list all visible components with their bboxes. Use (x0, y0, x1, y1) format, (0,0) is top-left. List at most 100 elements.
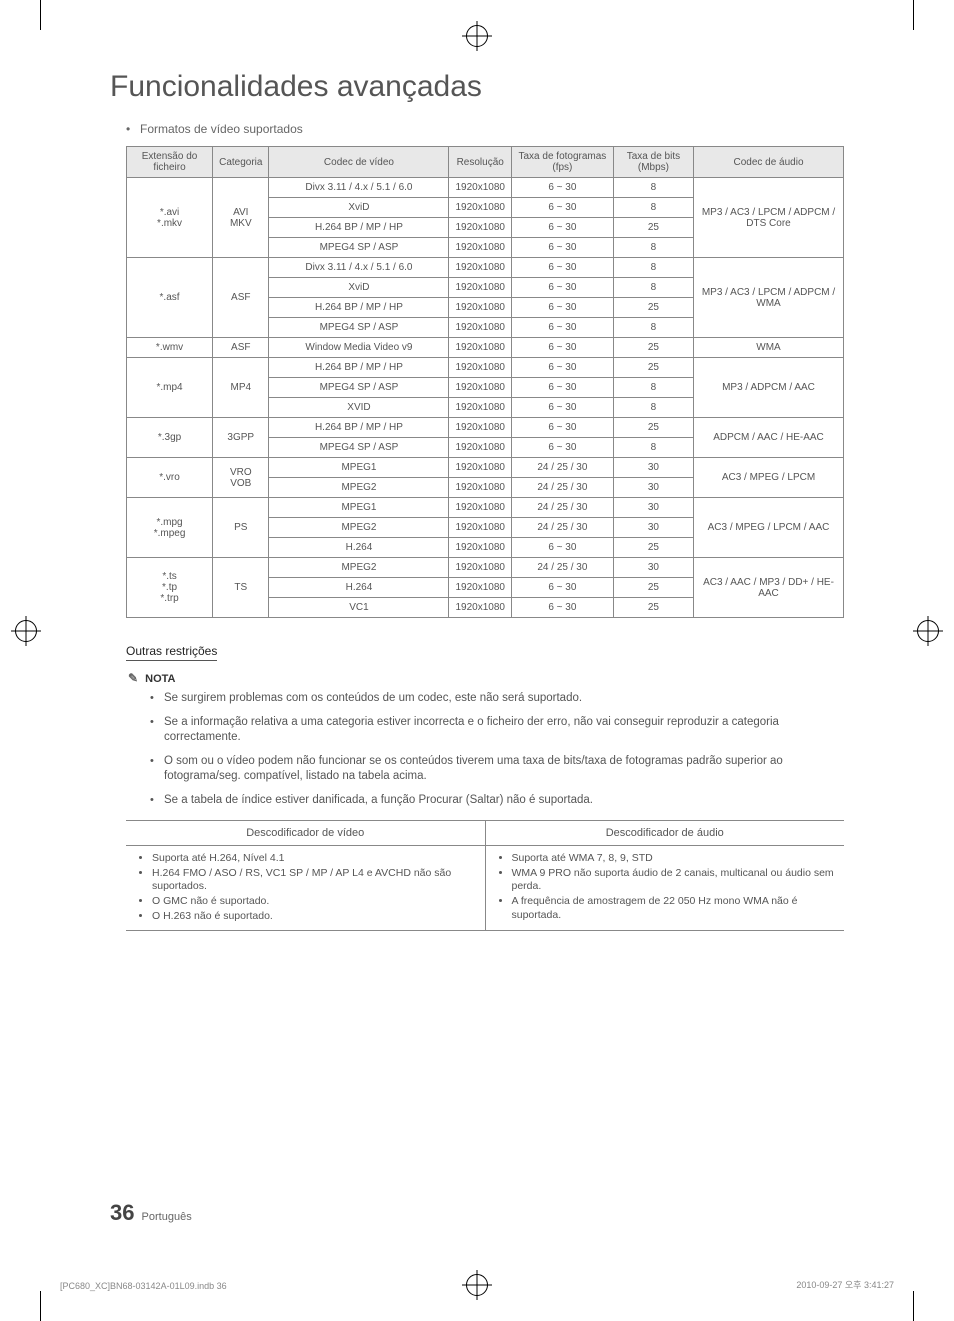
cell-ext: *.wmv (127, 338, 213, 358)
cell-ext: *.mp4 (127, 358, 213, 418)
cell-br: 30 (613, 458, 693, 478)
footer-left: [PC680_XC]BN68-03142A-01L09.indb 36 (60, 1281, 227, 1291)
cell-fps: 6 ~ 30 (511, 198, 613, 218)
cell-br: 8 (613, 178, 693, 198)
table-row: *.mpg *.mpegPSMPEG11920x108024 / 25 / 30… (127, 498, 844, 518)
cell-cat: MP4 (213, 358, 269, 418)
cell-res: 1920x1080 (449, 198, 512, 218)
cell-vcodec: H.264 BP / MP / HP (269, 358, 449, 378)
cell-br: 8 (613, 278, 693, 298)
cell-fps: 6 ~ 30 (511, 438, 613, 458)
cell-res: 1920x1080 (449, 458, 512, 478)
cell-fps: 24 / 25 / 30 (511, 498, 613, 518)
cell-br: 8 (613, 318, 693, 338)
col-bitrate: Taxa de bits (Mbps) (613, 147, 693, 178)
col-fps: Taxa de fotogramas (fps) (511, 147, 613, 178)
cell-cat: TS (213, 558, 269, 618)
cell-res: 1920x1080 (449, 238, 512, 258)
cell-fps: 6 ~ 30 (511, 398, 613, 418)
cell-acodec: MP3 / ADPCM / AAC (694, 358, 844, 418)
cell-vcodec: Window Media Video v9 (269, 338, 449, 358)
cell-fps: 6 ~ 30 (511, 318, 613, 338)
cell-acodec: WMA (694, 338, 844, 358)
cell-vcodec: H.264 (269, 578, 449, 598)
cell-res: 1920x1080 (449, 318, 512, 338)
nota-label: ✎ NOTA (128, 671, 844, 685)
cell-cat: PS (213, 498, 269, 558)
cell-fps: 6 ~ 30 (511, 358, 613, 378)
col-acodec: Codec de áudio (694, 147, 844, 178)
cell-acodec: AC3 / MPEG / LPCM (694, 458, 844, 498)
cell-ext: *.3gp (127, 418, 213, 458)
cell-fps: 6 ~ 30 (511, 258, 613, 278)
cell-br: 8 (613, 198, 693, 218)
footer-right: 2010-09-27 오후 3:41:27 (796, 1278, 894, 1291)
cell-fps: 6 ~ 30 (511, 298, 613, 318)
cell-br: 25 (613, 578, 693, 598)
cell-res: 1920x1080 (449, 358, 512, 378)
cell-res: 1920x1080 (449, 538, 512, 558)
cell-fps: 6 ~ 30 (511, 418, 613, 438)
cell-br: 8 (613, 398, 693, 418)
col-cat: Categoria (213, 147, 269, 178)
cell-cat: ASF (213, 338, 269, 358)
video-decoder-item: Suporta até H.264, Nível 4.1 (152, 852, 475, 866)
cell-res: 1920x1080 (449, 218, 512, 238)
cell-vcodec: MPEG1 (269, 458, 449, 478)
cell-res: 1920x1080 (449, 258, 512, 278)
cell-vcodec: H.264 (269, 538, 449, 558)
cell-br: 8 (613, 238, 693, 258)
table-header-row: Extensão do ficheiro Categoria Codec de … (127, 147, 844, 178)
cell-vcodec: MPEG2 (269, 558, 449, 578)
cell-fps: 6 ~ 30 (511, 578, 613, 598)
cell-vcodec: Divx 3.11 / 4.x / 5.1 / 6.0 (269, 178, 449, 198)
cell-br: 30 (613, 498, 693, 518)
cell-br: 30 (613, 478, 693, 498)
cell-vcodec: Divx 3.11 / 4.x / 5.1 / 6.0 (269, 258, 449, 278)
cell-br: 8 (613, 258, 693, 278)
cell-res: 1920x1080 (449, 418, 512, 438)
cell-br: 30 (613, 558, 693, 578)
table-row: *.ts *.tp *.trpTSMPEG21920x108024 / 25 /… (127, 558, 844, 578)
video-decoder-item: O H.263 não é suportado. (152, 910, 475, 924)
cell-vcodec: H.264 BP / MP / HP (269, 298, 449, 318)
cell-vcodec: MPEG2 (269, 518, 449, 538)
cell-vcodec: H.264 BP / MP / HP (269, 418, 449, 438)
cell-vcodec: MPEG4 SP / ASP (269, 318, 449, 338)
cell-cat: AVI MKV (213, 178, 269, 258)
registration-mark-icon (917, 620, 939, 642)
cell-br: 8 (613, 378, 693, 398)
cell-fps: 6 ~ 30 (511, 238, 613, 258)
col-vcodec: Codec de vídeo (269, 147, 449, 178)
video-decoder-item: O GMC não é suportado. (152, 895, 475, 909)
col-ext: Extensão do ficheiro (127, 147, 213, 178)
cell-fps: 6 ~ 30 (511, 538, 613, 558)
page-number: 36 Português (110, 1200, 192, 1226)
cell-br: 8 (613, 438, 693, 458)
cell-fps: 24 / 25 / 30 (511, 458, 613, 478)
cell-res: 1920x1080 (449, 478, 512, 498)
cell-acodec: AC3 / MPEG / LPCM / AAC (694, 498, 844, 558)
cell-fps: 6 ~ 30 (511, 178, 613, 198)
cell-fps: 6 ~ 30 (511, 598, 613, 618)
cell-acodec: MP3 / AC3 / LPCM / ADPCM / WMA (694, 258, 844, 338)
cell-fps: 24 / 25 / 30 (511, 518, 613, 538)
note-item: O som ou o vídeo podem não funcionar se … (164, 754, 844, 785)
video-decoder-header: Descodificador de vídeo (126, 821, 485, 846)
cell-br: 30 (613, 518, 693, 538)
cell-br: 25 (613, 418, 693, 438)
audio-decoder-item: WMA 9 PRO não suporta áudio de 2 canais,… (512, 867, 835, 894)
cell-vcodec: MPEG4 SP / ASP (269, 438, 449, 458)
cell-res: 1920x1080 (449, 398, 512, 418)
cell-br: 25 (613, 538, 693, 558)
cell-vcodec: XviD (269, 278, 449, 298)
cell-ext: *.ts *.tp *.trp (127, 558, 213, 618)
table-row: *.asfASFDivx 3.11 / 4.x / 5.1 / 6.01920x… (127, 258, 844, 278)
cell-cat: VRO VOB (213, 458, 269, 498)
cell-vcodec: MPEG2 (269, 478, 449, 498)
note-item: Se surgirem problemas com os conteúdos d… (164, 691, 844, 707)
cell-cat: ASF (213, 258, 269, 338)
cell-br: 25 (613, 598, 693, 618)
cell-vcodec: MPEG1 (269, 498, 449, 518)
cell-res: 1920x1080 (449, 278, 512, 298)
